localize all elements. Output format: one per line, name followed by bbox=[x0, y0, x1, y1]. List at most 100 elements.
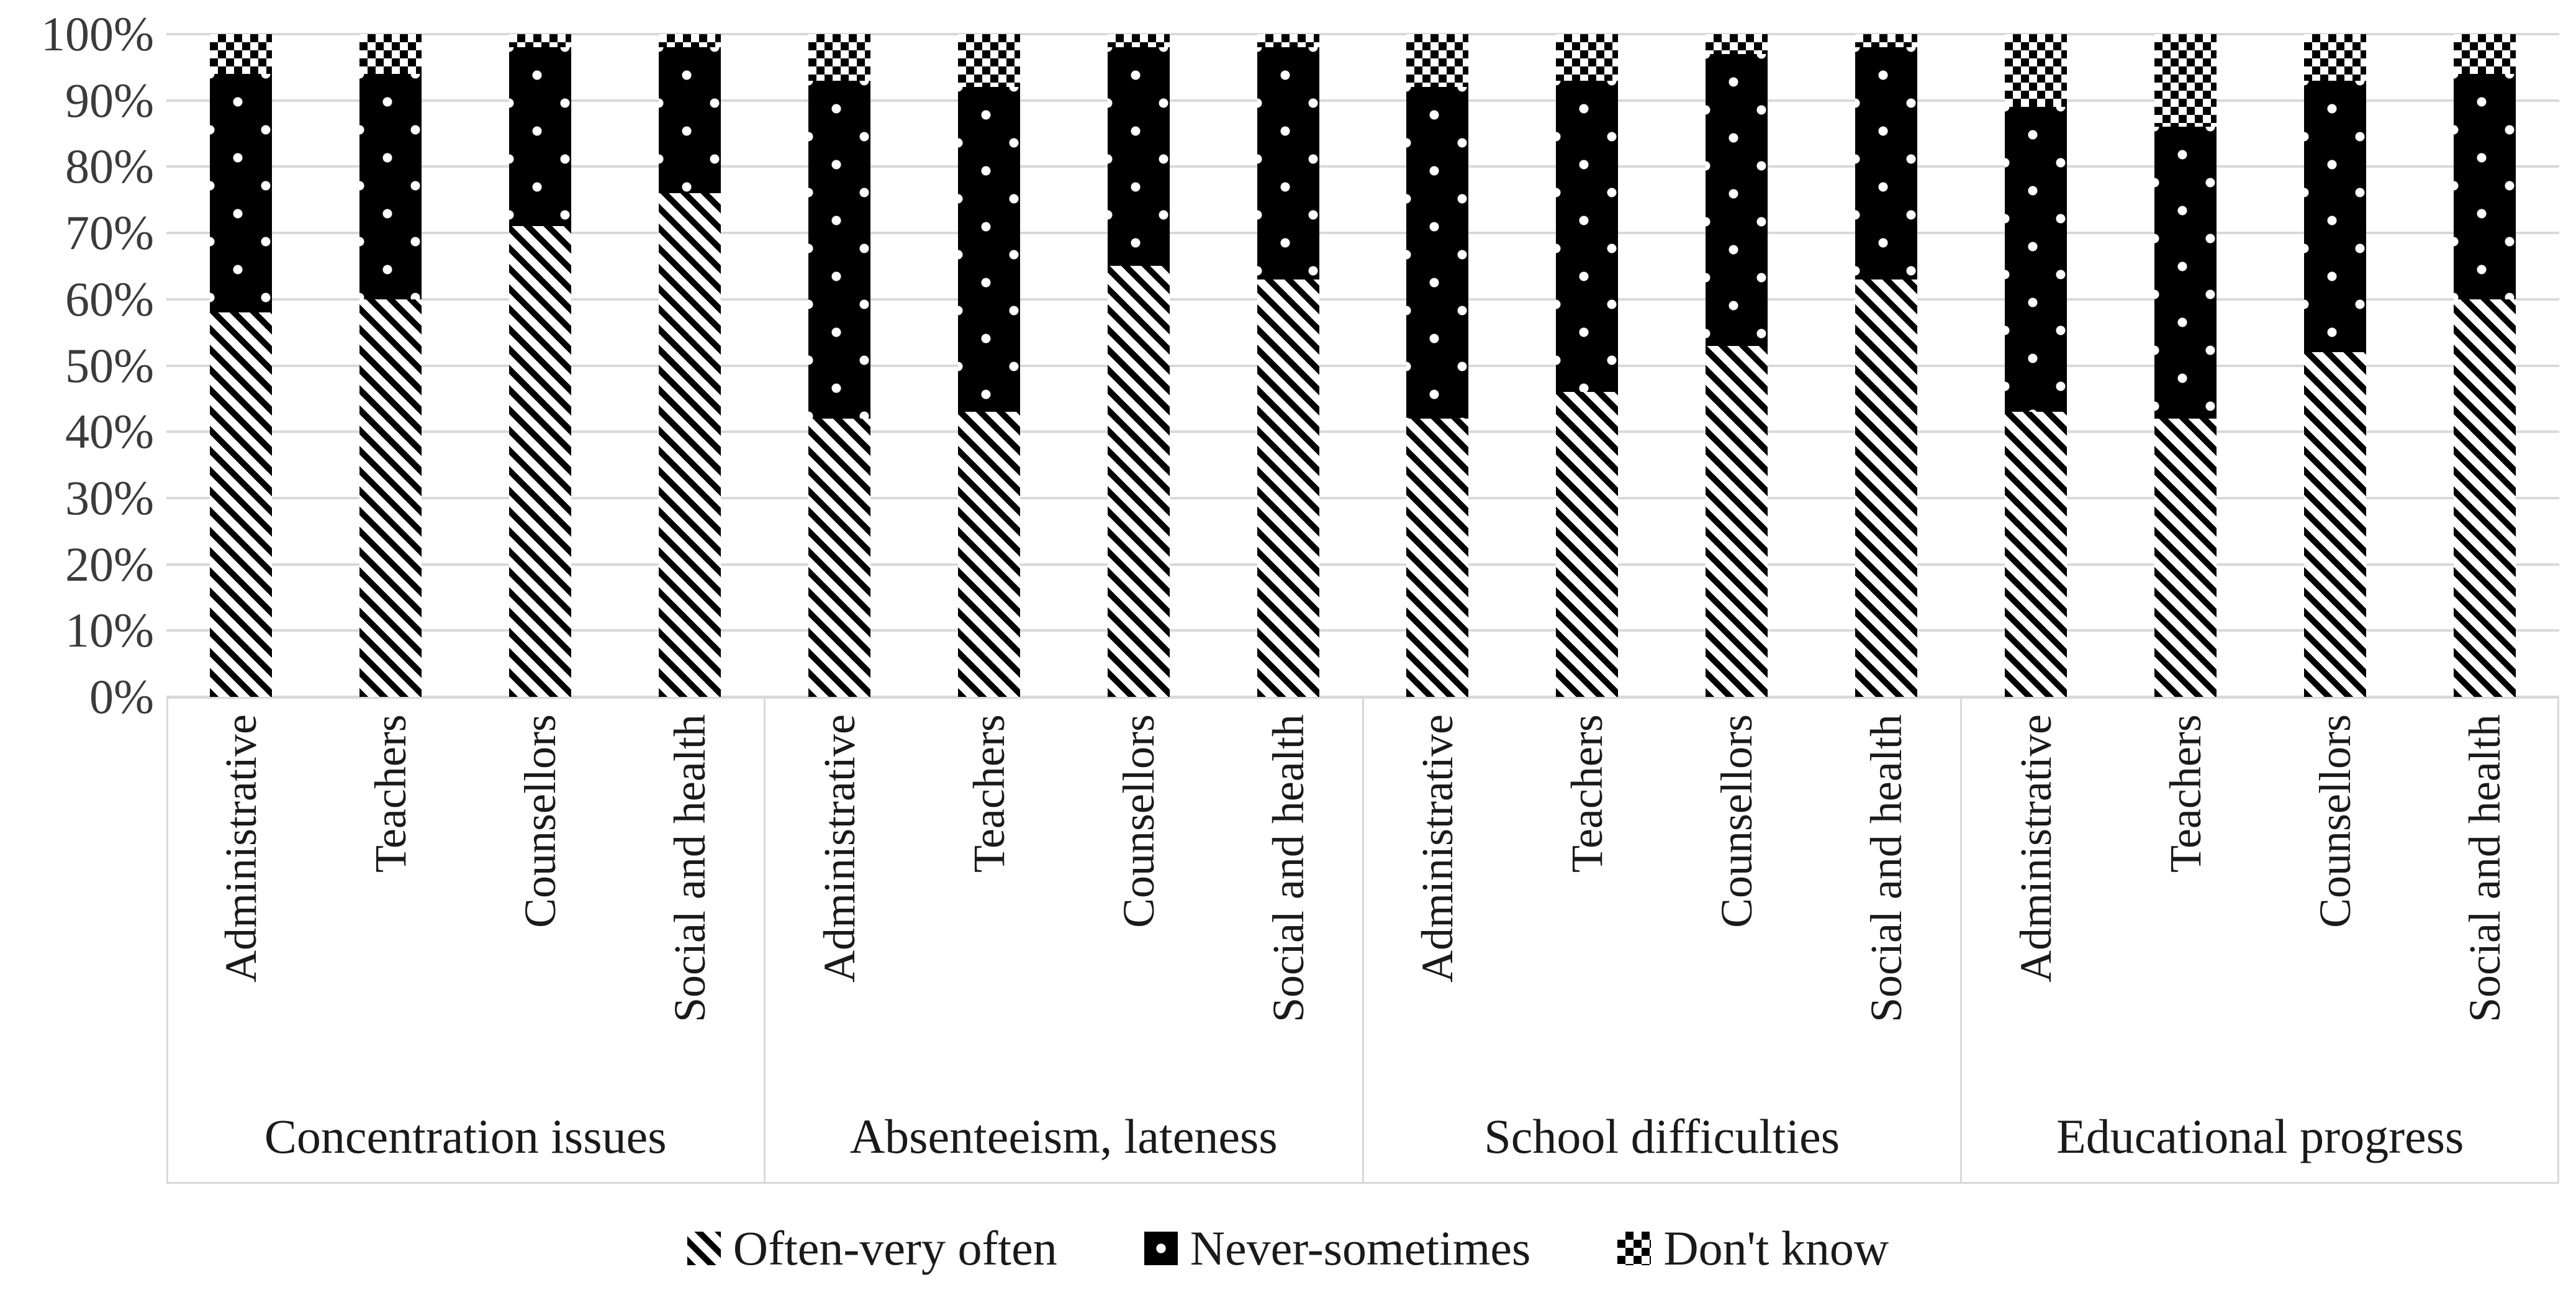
bar-segment-dont-know bbox=[2303, 34, 2366, 81]
bar-segment-dont-know bbox=[1855, 34, 1918, 48]
legend-label: Often-very often bbox=[733, 1221, 1057, 1275]
bar-segment-often-very-often bbox=[2004, 412, 2067, 697]
bar-school-difficulties-counsellors bbox=[1706, 34, 1768, 697]
y-tick-label-60: 60% bbox=[65, 271, 154, 326]
bar-segment-dont-know bbox=[2004, 34, 2067, 107]
bar-segment-never-sometimes bbox=[1855, 47, 1918, 279]
legend-swatch-diagonal-stripes-icon bbox=[687, 1232, 721, 1265]
legend-label: Don't know bbox=[1663, 1221, 1889, 1275]
bar-segment-often-very-often bbox=[2453, 299, 2516, 697]
bar-segment-dont-know bbox=[2154, 34, 2217, 127]
bar-concentration-issues-counsellors bbox=[509, 34, 572, 697]
bar-segment-often-very-often bbox=[359, 299, 422, 697]
group-label: Absenteeism, lateness bbox=[849, 1109, 1278, 1163]
bar-educational-progress-social-and-health bbox=[2453, 34, 2516, 697]
bar-educational-progress-teachers bbox=[2154, 34, 2217, 697]
category-label: Administrative bbox=[1412, 714, 1463, 983]
bar-segment-dont-know bbox=[1406, 34, 1469, 88]
bar-segment-never-sometimes bbox=[2004, 107, 2067, 412]
bar-segment-never-sometimes bbox=[509, 47, 572, 227]
bar-segment-never-sometimes bbox=[210, 74, 273, 313]
bar-segment-dont-know bbox=[2453, 34, 2516, 75]
bar-segment-dont-know bbox=[659, 34, 721, 48]
y-tick-label-100: 100% bbox=[41, 7, 154, 61]
legend-swatch-black-with-white-dots-icon bbox=[1144, 1232, 1178, 1265]
bar-segment-often-very-often bbox=[1706, 345, 1768, 697]
bar-school-difficulties-social-and-health bbox=[1855, 34, 1918, 697]
bar-segment-dont-know bbox=[359, 34, 422, 75]
category-label: Social and health bbox=[2459, 714, 2510, 1022]
category-label: Social and health bbox=[1263, 714, 1313, 1022]
group-separator bbox=[764, 697, 766, 1184]
group-label: Educational progress bbox=[2056, 1109, 2464, 1163]
group-separator bbox=[1362, 697, 1364, 1184]
bar-segment-often-very-often bbox=[1107, 266, 1170, 697]
category-label: Counsellors bbox=[515, 714, 566, 929]
bar-segment-dont-know bbox=[957, 34, 1020, 88]
category-label: Counsellors bbox=[2310, 714, 2360, 929]
category-label: Teachers bbox=[366, 714, 416, 873]
bar-segment-often-very-often bbox=[509, 226, 572, 697]
y-tick-label-90: 90% bbox=[65, 73, 154, 127]
bar-segment-never-sometimes bbox=[1257, 47, 1319, 279]
bar-segment-dont-know bbox=[1706, 34, 1768, 55]
bar-absenteeism-lateness-counsellors bbox=[1107, 34, 1170, 697]
bar-absenteeism-lateness-social-and-health bbox=[1257, 34, 1319, 697]
bar-school-difficulties-teachers bbox=[1556, 34, 1619, 697]
category-label: Teachers bbox=[1562, 714, 1612, 873]
bar-segment-dont-know bbox=[210, 34, 273, 75]
category-label: Teachers bbox=[2160, 714, 2210, 873]
gridline-80 bbox=[166, 165, 2559, 168]
bar-segment-never-sometimes bbox=[659, 47, 721, 194]
bar-concentration-issues-social-and-health bbox=[659, 34, 721, 697]
legend-item-dont-know: Don't know bbox=[1617, 1220, 1889, 1276]
bar-segment-dont-know bbox=[1257, 34, 1319, 48]
bar-segment-never-sometimes bbox=[1706, 54, 1768, 346]
bar-absenteeism-lateness-administrative bbox=[808, 34, 870, 697]
category-label: Social and health bbox=[1861, 714, 1912, 1022]
y-tick-label-40: 40% bbox=[65, 404, 154, 459]
group-label: Concentration issues bbox=[264, 1109, 667, 1163]
legend: Often-very often Never-sometimes Don't kno… bbox=[0, 1208, 2576, 1289]
bar-segment-never-sometimes bbox=[1556, 80, 1619, 393]
gridline-70 bbox=[166, 232, 2559, 235]
bar-segment-often-very-often bbox=[1406, 418, 1469, 697]
y-tick-label-30: 30% bbox=[65, 470, 154, 525]
legend-label: Never-sometimes bbox=[1190, 1221, 1531, 1275]
y-tick-label-0: 0% bbox=[89, 670, 154, 724]
y-tick-label-50: 50% bbox=[65, 338, 154, 393]
bar-segment-never-sometimes bbox=[957, 87, 1020, 412]
bar-segment-never-sometimes bbox=[2303, 80, 2366, 353]
bar-segment-often-very-often bbox=[1257, 279, 1319, 697]
gridline-60 bbox=[166, 298, 2559, 301]
bar-segment-never-sometimes bbox=[1406, 87, 1469, 419]
category-label: Teachers bbox=[964, 714, 1014, 873]
gridline-40 bbox=[166, 430, 2559, 434]
category-label: Administrative bbox=[216, 714, 266, 983]
category-label: Administrative bbox=[814, 714, 864, 983]
bar-segment-never-sometimes bbox=[2453, 74, 2516, 299]
category-label: Counsellors bbox=[1712, 714, 1762, 929]
bar-segment-dont-know bbox=[808, 34, 870, 81]
y-tick-label-70: 70% bbox=[65, 206, 154, 260]
legend-swatch-diagonal-checker-icon bbox=[1617, 1232, 1652, 1265]
bar-concentration-issues-teachers bbox=[359, 34, 422, 697]
group-separator bbox=[1960, 697, 1962, 1184]
legend-item-often-very-often: Often-very often bbox=[687, 1220, 1057, 1276]
gridline-90 bbox=[166, 99, 2559, 102]
category-label: Counsellors bbox=[1113, 714, 1164, 929]
group-label: School difficulties bbox=[1484, 1109, 1840, 1163]
bar-segment-dont-know bbox=[1107, 34, 1170, 48]
bar-segment-dont-know bbox=[1556, 34, 1619, 81]
bar-educational-progress-administrative bbox=[2004, 34, 2067, 697]
bar-educational-progress-counsellors bbox=[2303, 34, 2366, 697]
bar-segment-often-very-often bbox=[210, 312, 273, 697]
bar-segment-never-sometimes bbox=[1107, 47, 1170, 266]
bar-absenteeism-lateness-teachers bbox=[957, 34, 1020, 697]
gridline-20 bbox=[166, 563, 2559, 566]
bar-segment-often-very-often bbox=[808, 418, 870, 697]
y-tick-label-80: 80% bbox=[65, 139, 154, 194]
bar-segment-often-very-often bbox=[2154, 418, 2217, 697]
bar-segment-dont-know bbox=[509, 34, 572, 48]
